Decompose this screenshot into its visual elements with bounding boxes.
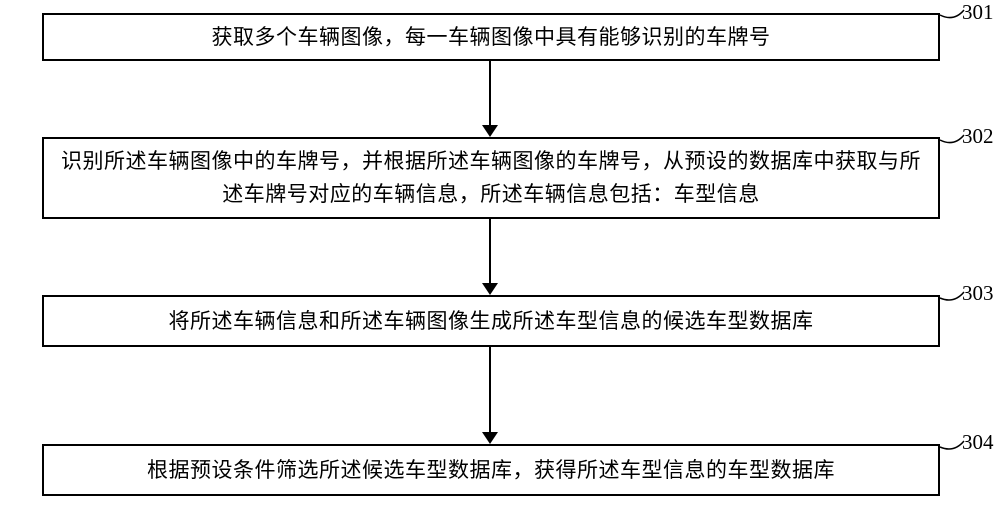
flowchart-canvas: 获取多个车辆图像，每一车辆图像中具有能够识别的车牌号 识别所述车辆图像中的车牌号… (0, 0, 1000, 529)
connector-layer (0, 0, 1000, 529)
